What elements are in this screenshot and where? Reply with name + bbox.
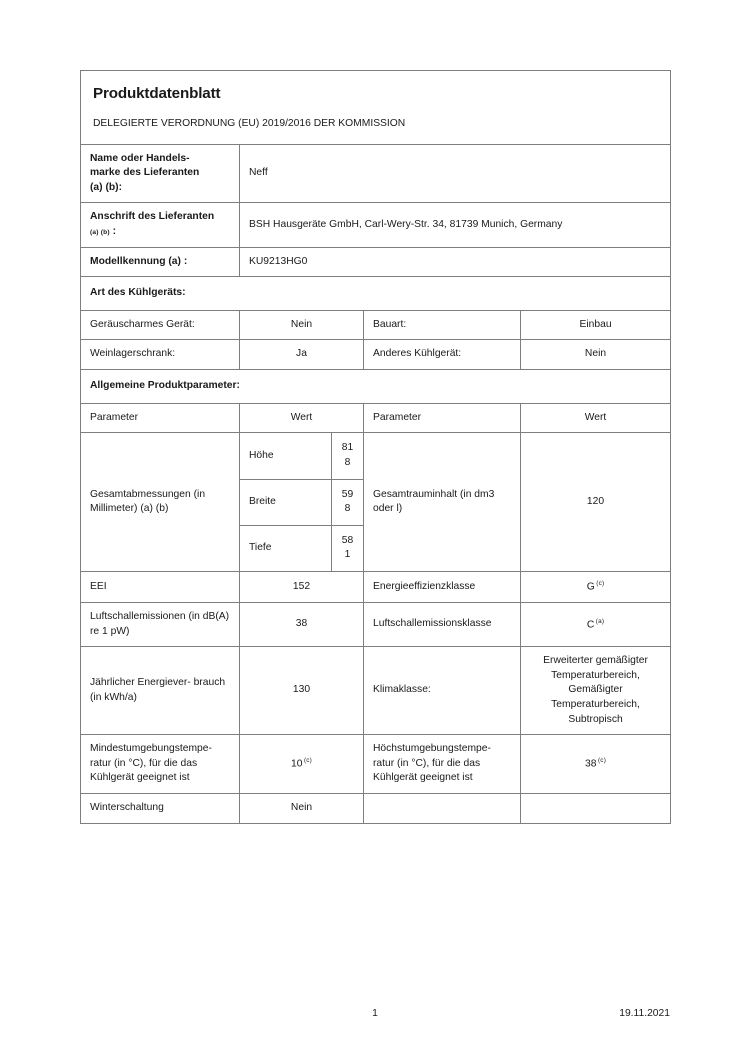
supplier-address-colon: :: [112, 226, 117, 238]
appliance-type-row-1: Weinlagerschrank: Ja Anderes Kühlgerät: …: [80, 339, 672, 371]
quiet-appliance-value: Nein: [239, 309, 364, 341]
energy-class-value-mark: (c): [596, 579, 605, 587]
construction-type-label: Bauart:: [363, 309, 521, 341]
noise-class-value-text: C: [586, 619, 595, 631]
noise-class-value-mark: (a): [595, 617, 605, 625]
general-parameters-section-row: Allgemeine Produktparameter:: [79, 369, 672, 404]
dimension-depth-label: Tiefe: [240, 525, 332, 571]
model-value: KU9213HG0: [238, 246, 672, 278]
construction-type-value: Einbau: [519, 309, 672, 341]
model-row: Modellkennung (a) : KU9213HG0: [80, 246, 672, 278]
supplier-address-value: BSH Hausgeräte GmbH, Carl-Wery-Str. 34, …: [238, 202, 672, 248]
other-refrigerator-value: Nein: [519, 339, 672, 371]
annual-energy-row: Jährlicher Energiever- brauch (in kWh/a)…: [80, 646, 672, 736]
winter-setting-row: Winterschaltung Nein: [80, 793, 672, 824]
regulation-subtitle: DELEGIERTE VERORDNUNG (EU) 2019/2016 DER…: [93, 118, 406, 130]
climate-class-value: Erweiterter gemäßigter Temperaturbereich…: [519, 646, 672, 736]
header-value-left: Wert: [239, 402, 364, 434]
max-ambient-temp-value: 38 (c): [519, 734, 672, 795]
dimension-row-width: Breite 598: [240, 479, 363, 526]
max-ambient-temp-value-text: 38: [585, 758, 597, 770]
dimension-row-depth: Tiefe 581: [240, 525, 363, 571]
wine-cabinet-value: Ja: [239, 339, 364, 371]
winter-setting-empty-label: [363, 793, 521, 824]
energy-class-value: G (c): [519, 570, 672, 604]
parameters-header-row: Parameter Wert Parameter Wert: [80, 402, 672, 434]
min-ambient-temp-value-text: 10: [290, 758, 303, 770]
footer-date: 19.11.2021: [619, 1008, 670, 1019]
header-parameter-left: Parameter: [80, 402, 240, 434]
dimension-row-height: Höhe 818: [240, 433, 363, 480]
other-refrigerator-label: Anderes Kühlgerät:: [363, 339, 521, 371]
noise-class-label: Luftschallemissionsklasse: [363, 601, 521, 648]
annual-energy-value: 130: [239, 646, 364, 736]
supplier-name-label-line2: marke des Lieferanten: [90, 167, 200, 179]
header-parameter-right: Parameter: [363, 402, 521, 434]
climate-class-label: Klimaklasse:: [363, 646, 521, 736]
eei-row: EEI 152 Energieeffizienzklasse G (c): [80, 570, 672, 604]
quiet-appliance-label: Geräuscharmes Gerät:: [80, 309, 240, 341]
dimensions-subtable: Höhe 818 Breite 598 Tiefe 581: [240, 433, 363, 571]
dimension-height-label: Höhe: [240, 433, 332, 480]
general-parameters-section-title: Allgemeine Produktparameter:: [79, 369, 672, 404]
ambient-temperature-row: Mindestumgebungstempe- ratur (in °C), fü…: [80, 734, 672, 795]
supplier-name-label: Name oder Handels- marke des Lieferanten…: [80, 143, 240, 204]
winter-setting-label: Winterschaltung: [80, 793, 240, 824]
dimensions-row: Gesamtabmessungen (in Millimeter) (a) (b…: [80, 432, 672, 572]
dimension-width-label: Breite: [240, 479, 332, 526]
appliance-type-section-title: Art des Kühlgeräts:: [79, 276, 672, 311]
winter-setting-empty-value: [519, 793, 672, 824]
eei-value: 152: [239, 570, 364, 604]
min-ambient-temp-value-mark: (c): [303, 757, 313, 765]
max-ambient-temp-value-mark: (c): [597, 757, 607, 765]
header-value-right: Wert: [519, 402, 672, 434]
min-ambient-temp-value: 10 (c): [239, 734, 364, 795]
supplier-address-label: Anschrift des Lieferanten (a) (b) :: [80, 202, 240, 248]
max-ambient-temp-label: Höchstumgebungstempe- ratur (in °C), für…: [363, 734, 521, 795]
min-ambient-temp-label: Mindestumgebungstempe- ratur (in °C), fü…: [80, 734, 240, 795]
noise-row: Luftschallemissionen (in dB(A) re 1 pW) …: [80, 601, 672, 648]
supplier-name-value: Neff: [238, 143, 672, 204]
supplier-name-colon: :: [118, 181, 123, 193]
supplier-name-label-line1: Name oder Handels-: [90, 152, 190, 164]
supplier-address-notes: (a) (b): [90, 229, 110, 237]
dimension-width-value: 598: [331, 479, 363, 526]
energy-class-value-text: G: [586, 581, 595, 593]
dimensions-subtable-cell: Höhe 818 Breite 598 Tiefe 581: [239, 432, 364, 572]
noise-class-value: C (a): [519, 601, 672, 648]
wine-cabinet-label: Weinlagerschrank:: [80, 339, 240, 371]
supplier-name-notes: (a) (b): [90, 181, 119, 193]
eei-label: EEI: [80, 570, 240, 604]
model-label: Modellkennung (a) :: [80, 246, 240, 278]
footer-page-number: 1: [372, 1008, 378, 1019]
dimension-depth-value: 581: [341, 534, 354, 561]
title-row: Produktdatenblatt DELEGIERTE VERORDNUNG …: [79, 70, 672, 145]
supplier-name-row: Name oder Handels- marke des Lieferanten…: [80, 143, 672, 204]
noise-emissions-value: 38: [239, 601, 364, 648]
dimensions-label: Gesamtabmessungen (in Millimeter) (a) (b…: [80, 432, 240, 572]
page-title: Produktdatenblatt: [93, 85, 221, 102]
appliance-type-row-0: Geräuscharmes Gerät: Nein Bauart: Einbau: [80, 309, 672, 341]
dimension-height-value: 818: [331, 433, 363, 480]
total-volume-label: Gesamtrauminhalt (in dm3 oder l): [363, 432, 521, 572]
product-datasheet-table: Produktdatenblatt DELEGIERTE VERORDNUNG …: [79, 70, 672, 824]
noise-emissions-label: Luftschallemissionen (in dB(A) re 1 pW): [80, 601, 240, 648]
title-cell: Produktdatenblatt DELEGIERTE VERORDNUNG …: [79, 70, 672, 145]
energy-class-label: Energieeffizienzklasse: [363, 570, 521, 604]
supplier-address-label-text: Anschrift des Lieferanten: [90, 211, 215, 223]
supplier-address-row: Anschrift des Lieferanten (a) (b) : BSH …: [80, 202, 672, 248]
winter-setting-value: Nein: [239, 793, 364, 824]
total-volume-value: 120: [519, 432, 672, 572]
appliance-type-section-row: Art des Kühlgeräts:: [79, 276, 672, 311]
annual-energy-label: Jährlicher Energiever- brauch (in kWh/a): [80, 646, 240, 736]
